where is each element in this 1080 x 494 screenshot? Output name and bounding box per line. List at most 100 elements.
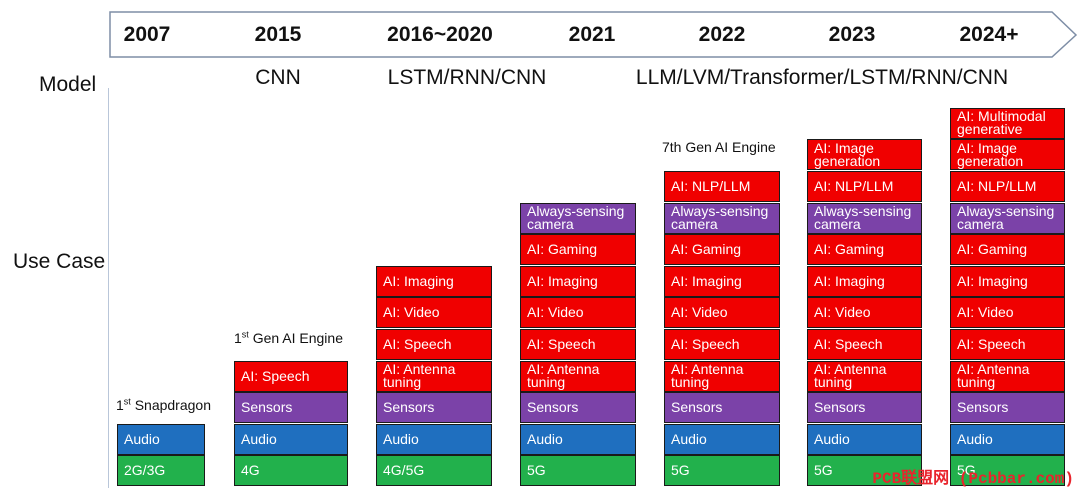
use-case-cell-sensors: Sensors: [664, 392, 780, 424]
use-case-cell-label: AI: Imaging: [383, 272, 454, 289]
use-case-cell-audio: Audio: [807, 423, 922, 455]
model-lstm-rnn-cnn: LSTM/RNN/CNN: [387, 66, 547, 89]
caption-1st-snapdragon: 1st Snapdragon: [116, 396, 211, 413]
year-2015: 2015: [254, 23, 302, 46]
use-case-cell-sensors: Sensors: [234, 392, 348, 424]
use-case-cell-label: AI: Image generation: [814, 139, 881, 169]
use-case-cell-ai-speech: AI: Speech: [376, 328, 492, 360]
caption-7th-gen-ai-engine: 7th Gen AI Engine: [662, 139, 776, 155]
use-case-cell-label: AI: Speech: [814, 335, 883, 352]
use-case-cell-audio: Audio: [950, 423, 1065, 455]
use-case-cell-label: AI: Antenna tuning: [671, 361, 744, 391]
use-case-cell-label: AI: Multimodal generative: [957, 108, 1046, 138]
use-case-cell-label: AI: Video: [957, 304, 1014, 321]
year-2023: 2023: [828, 23, 876, 46]
use-case-cell-ai-nlp-llm: AI: NLP/LLM: [807, 170, 922, 202]
watermark-text: PCB联盟网 (Pcbbar.com): [872, 470, 1074, 488]
use-case-cell-ai-antenna-tuning: AI: Antenna tuning: [520, 360, 636, 392]
use-case-cell-2g-3g: 2G/3G: [117, 455, 205, 487]
model-cnn: CNN: [255, 66, 301, 89]
use-case-cell-ai-gaming: AI: Gaming: [950, 234, 1065, 266]
model-llm-lvm-transformer: LLM/LVM/Transformer/LSTM/RNN/CNN: [635, 66, 1009, 89]
use-case-row-label: Use Case: [13, 250, 106, 273]
use-case-cell-label: Sensors: [957, 399, 1009, 416]
use-case-cell-label: Audio: [241, 430, 277, 447]
use-case-cell-sensors: Sensors: [807, 392, 922, 424]
use-case-cell-ai-video: AI: Video: [664, 297, 780, 329]
use-case-cell-ai-imaging: AI: Imaging: [664, 265, 780, 297]
use-case-cell-label: Audio: [671, 430, 707, 447]
use-case-cell-ai-antenna-tuning: AI: Antenna tuning: [950, 360, 1065, 392]
use-case-cell-label: Sensors: [527, 399, 579, 416]
use-case-cell-ai-speech: AI: Speech: [664, 329, 780, 360]
use-case-cell-ai-gaming: AI: Gaming: [807, 234, 922, 266]
use-case-cell-sensors: Sensors: [376, 392, 492, 424]
use-case-cell-label: AI: Speech: [383, 335, 452, 352]
use-case-cell-label: 4G/5G: [383, 462, 425, 479]
use-case-cell-label: AI: Imaging: [527, 272, 598, 289]
year-2024-plus: 2024+: [959, 23, 1019, 46]
use-case-cell-ai-image-generation: AI: Image generation: [807, 139, 922, 171]
use-case-cell-label: 5G: [527, 462, 546, 479]
caption-1st-gen-ai-engine: 1st Gen AI Engine: [234, 329, 343, 346]
column-2022: 5G Audio Sensors AI: Antenna tuning AI: Spee…: [664, 171, 780, 487]
use-case-cell-label: 5G: [814, 462, 833, 479]
use-case-cell-audio: Audio: [664, 423, 780, 455]
use-case-cell-audio: Audio: [376, 423, 492, 455]
use-case-cell-ai-imaging: AI: Imaging: [520, 265, 636, 297]
use-case-cell-sensors: Sensors: [950, 392, 1065, 424]
use-case-cell-ai-antenna-tuning: AI: Antenna tuning: [807, 360, 922, 392]
use-case-cell-ai-antenna-tuning: AI: Antenna tuning: [376, 360, 492, 392]
use-case-cell-ai-imaging: AI: Imaging: [807, 265, 922, 297]
use-case-cell-label: AI: NLP/LLM: [814, 177, 894, 194]
use-case-cell-5g: 5G: [664, 455, 780, 487]
column-2007: 2G/3G Audio: [117, 423, 205, 487]
model-row-label: Model: [39, 73, 97, 96]
year-2022: 2022: [698, 23, 746, 46]
use-case-cell-label: AI: NLP/LLM: [957, 177, 1037, 194]
year-2021: 2021: [568, 23, 616, 46]
use-case-cell-5g: 5G: [807, 455, 922, 487]
use-case-cell-label: Audio: [124, 430, 160, 447]
use-case-cell-ai-imaging: AI: Imaging: [950, 265, 1065, 297]
use-case-cell-ai-image-generation: AI: Image generation: [950, 139, 1065, 171]
use-case-cell-ai-video: AI: Video: [520, 297, 636, 329]
use-case-cell-label: AI: Speech: [241, 367, 310, 384]
use-case-cell-ai-speech: AI: Speech: [520, 328, 636, 360]
use-case-cell-label: AI: Video: [671, 304, 728, 321]
column-2016-2020: 4G/5G Audio Sensors AI: Antenna tuning AI: S…: [376, 265, 492, 487]
use-case-cell-label: Sensors: [814, 399, 866, 416]
use-case-cell-label: Always-sensing camera: [671, 203, 769, 233]
use-case-cell-audio: Audio: [117, 423, 205, 455]
use-case-cell-sensors: Sensors: [520, 392, 636, 424]
use-case-cell-label: Always-sensing camera: [814, 203, 912, 233]
use-case-cell-always-sensing-camera: Always-sensing camera: [520, 202, 636, 234]
use-case-cell-label: AI: Imaging: [671, 272, 742, 289]
use-case-cell-label: AI: Gaming: [671, 241, 742, 258]
use-case-cell-ai-speech: AI: Speech: [950, 328, 1065, 360]
use-case-cell-label: AI: Antenna tuning: [814, 361, 887, 391]
use-case-cell-label: AI: Antenna tuning: [957, 361, 1030, 391]
use-case-cell-ai-nlp-llm: AI: NLP/LLM: [950, 170, 1065, 202]
use-case-cell-label: AI: Gaming: [814, 241, 885, 258]
column-2015: 4G Audio Sensors AI: Speech: [234, 360, 348, 487]
use-case-cell-label: AI: Imaging: [957, 272, 1028, 289]
timeline-arrow: [109, 11, 1078, 58]
use-case-cell-label: Sensors: [671, 399, 723, 416]
use-case-cell-4g: 4G: [234, 455, 348, 487]
use-case-cell-label: AI: Speech: [671, 336, 740, 352]
use-case-cell-label: AI: Gaming: [957, 241, 1028, 258]
column-2024-plus: 5G Audio Sensors AI: Antenna tuning AI: Spee…: [950, 107, 1065, 487]
use-case-cell-label: 5G: [957, 462, 976, 479]
use-case-cell-label: Always-sensing camera: [527, 203, 625, 233]
use-case-cell-ai-speech: AI: Speech: [807, 328, 922, 360]
use-case-cell-label: Audio: [527, 430, 563, 447]
use-case-cell-ai-speech: AI: Speech: [234, 360, 348, 392]
use-case-cell-label: AI: NLP/LLM: [671, 178, 751, 194]
use-case-cell-audio: Audio: [520, 423, 636, 455]
use-case-cell-label: Sensors: [241, 399, 293, 416]
use-case-cell-label: Always-sensing camera: [957, 203, 1055, 233]
use-case-cell-ai-video: AI: Video: [807, 297, 922, 329]
use-case-cell-label: AI: Speech: [527, 335, 596, 352]
